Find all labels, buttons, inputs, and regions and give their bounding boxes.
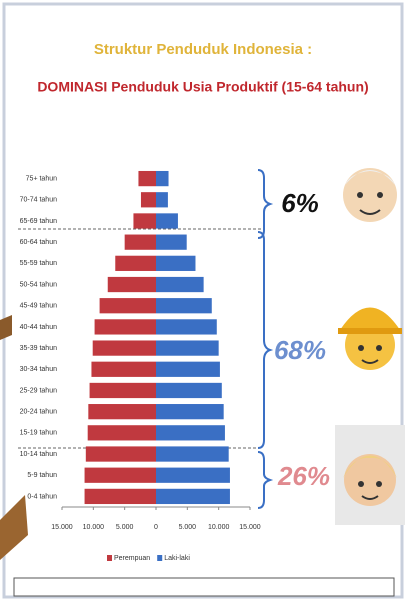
bar bbox=[88, 404, 156, 420]
bar bbox=[156, 234, 187, 250]
bar bbox=[156, 213, 178, 229]
annotation: 26% bbox=[277, 461, 330, 491]
y-tick-label: 25-29 tahun bbox=[20, 387, 57, 394]
y-tick-label: 10-14 tahun bbox=[20, 451, 57, 458]
annotation: 68% bbox=[274, 335, 326, 365]
y-tick-label: 75+ tahun bbox=[26, 175, 57, 182]
bar bbox=[156, 467, 230, 483]
brace bbox=[257, 451, 274, 509]
bar bbox=[156, 446, 229, 462]
y-tick-label: 50-54 tahun bbox=[20, 281, 57, 288]
bar bbox=[94, 319, 156, 335]
bar bbox=[84, 488, 156, 505]
bar bbox=[92, 340, 156, 356]
y-tick-label: 30-34 tahun bbox=[20, 366, 57, 373]
bar bbox=[156, 255, 196, 271]
bar bbox=[156, 192, 168, 208]
bar bbox=[107, 276, 156, 293]
x-tick-label: 15.000 bbox=[239, 524, 261, 531]
x-tick-label: 5.000 bbox=[116, 524, 134, 531]
y-tick-label: 5-9 tahun bbox=[27, 472, 57, 479]
bar bbox=[138, 170, 156, 187]
bar bbox=[156, 298, 212, 314]
annotation: 6% bbox=[281, 188, 319, 218]
y-tick-label: 0-4 tahun bbox=[27, 493, 57, 500]
legend-label: Perempuan bbox=[114, 555, 150, 562]
bar bbox=[89, 382, 156, 399]
bar bbox=[156, 382, 222, 399]
bottom-box bbox=[13, 577, 395, 597]
bar bbox=[156, 361, 220, 377]
brace bbox=[257, 231, 274, 449]
bar bbox=[140, 192, 156, 208]
x-tick-label: 10.000 bbox=[83, 524, 105, 531]
chart-subtitle: DOMINASI Penduduk Usia Produktif (15-64 … bbox=[37, 79, 368, 95]
bar bbox=[156, 319, 217, 335]
bar bbox=[156, 425, 225, 441]
x-tick-label: 15.000 bbox=[51, 524, 73, 531]
bar bbox=[156, 340, 219, 356]
bar bbox=[156, 488, 230, 505]
legend-swatch bbox=[157, 555, 163, 561]
bar bbox=[133, 213, 156, 229]
bar bbox=[156, 404, 224, 420]
bar bbox=[87, 425, 156, 441]
bar bbox=[84, 467, 156, 483]
child-face bbox=[343, 454, 397, 506]
bar bbox=[115, 255, 156, 271]
y-tick-label: 60-64 tahun bbox=[20, 239, 57, 246]
bar bbox=[85, 446, 156, 462]
x-tick-label: 10.000 bbox=[208, 524, 230, 531]
decor bbox=[0, 315, 12, 340]
worker-face bbox=[338, 307, 402, 370]
x-tick-label: 0 bbox=[154, 524, 158, 531]
y-tick-label: 35-39 tahun bbox=[20, 345, 57, 352]
y-tick-label: 20-24 tahun bbox=[20, 409, 57, 416]
y-tick-label: 55-59 tahun bbox=[20, 260, 57, 267]
bar bbox=[156, 170, 169, 187]
legend-swatch bbox=[107, 555, 112, 561]
legend-label: Laki-laki bbox=[164, 555, 190, 562]
decor bbox=[0, 495, 28, 560]
y-tick-label: 45-49 tahun bbox=[20, 303, 57, 310]
brace bbox=[257, 169, 274, 239]
elder-face bbox=[343, 168, 397, 222]
bar bbox=[124, 234, 156, 250]
y-tick-label: 70-74 tahun bbox=[20, 197, 57, 204]
y-tick-label: 40-44 tahun bbox=[20, 324, 57, 331]
y-tick-label: 65-69 tahun bbox=[20, 218, 57, 225]
y-tick-label: 15-19 tahun bbox=[20, 430, 57, 437]
chart-title: Struktur Penduduk Indonesia : bbox=[94, 41, 312, 58]
x-tick-label: 5.000 bbox=[179, 524, 197, 531]
bar bbox=[91, 361, 156, 377]
bar bbox=[156, 276, 204, 293]
bar bbox=[99, 298, 156, 314]
